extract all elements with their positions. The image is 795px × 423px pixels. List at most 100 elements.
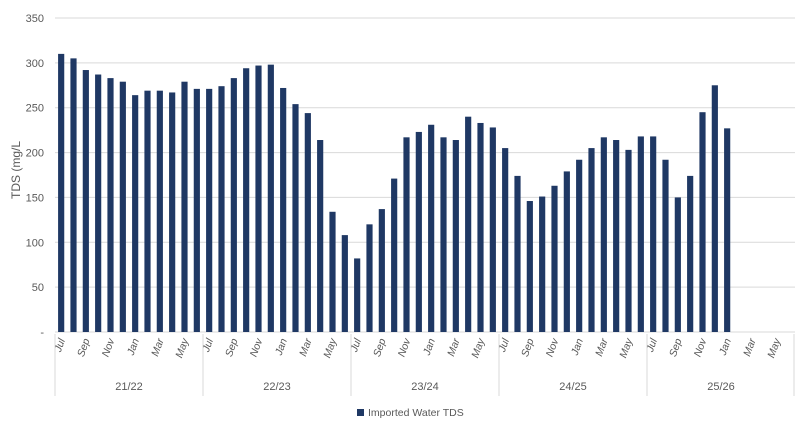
x-tick-label: Jan xyxy=(125,337,142,358)
bar[interactable] xyxy=(711,85,718,333)
y-tick-label: 50 xyxy=(32,282,44,294)
x-tick-label: Jul xyxy=(200,336,216,354)
x-tick-label: Nov xyxy=(396,336,414,358)
x-tick-label: Nov xyxy=(100,336,118,358)
bar[interactable] xyxy=(280,87,287,332)
x-tick-label: Jan xyxy=(569,337,586,358)
bar[interactable] xyxy=(687,175,694,332)
x-tick-label: May xyxy=(321,336,339,359)
bar[interactable] xyxy=(613,140,620,332)
bar[interactable] xyxy=(354,258,361,332)
x-tick-label: Sep xyxy=(667,337,685,359)
bar[interactable] xyxy=(267,64,274,332)
bar[interactable] xyxy=(95,74,102,333)
bar[interactable] xyxy=(650,136,657,332)
y-axis-ticks: - 50 100 150 200 250 300 350 xyxy=(26,13,45,339)
x-tick-label: Jan xyxy=(717,337,734,358)
x-tick-label: Jul xyxy=(348,336,364,354)
bar[interactable] xyxy=(514,175,521,332)
bar[interactable] xyxy=(403,137,410,332)
x-tick-label: Mar xyxy=(593,336,611,358)
group-label: 22/23 xyxy=(263,381,291,393)
bar[interactable] xyxy=(724,128,731,332)
bar[interactable] xyxy=(662,159,669,332)
x-tick-label: May xyxy=(765,336,783,359)
bar[interactable] xyxy=(551,185,558,332)
bar[interactable] xyxy=(317,140,324,332)
bar[interactable] xyxy=(502,148,509,332)
y-tick-label: 300 xyxy=(26,58,44,70)
x-tick-label: Sep xyxy=(519,337,537,359)
gridlines xyxy=(55,17,795,333)
bar[interactable] xyxy=(452,140,459,332)
group-label: 25/26 xyxy=(707,381,735,393)
bar[interactable] xyxy=(58,53,65,333)
bar[interactable] xyxy=(119,81,126,332)
bar[interactable] xyxy=(366,224,373,332)
bar[interactable] xyxy=(637,136,644,332)
x-tick-label: Mar xyxy=(445,336,463,358)
x-tick-label: Jul xyxy=(52,336,68,354)
y-tick-label: 150 xyxy=(26,192,44,204)
legend-label: Imported Water TDS xyxy=(368,407,464,419)
x-tick-label: Jul xyxy=(496,336,512,354)
y-axis-title: TDS (mg/L xyxy=(9,141,23,199)
group-label: 23/24 xyxy=(411,381,439,393)
y-tick-label: 250 xyxy=(26,103,44,115)
group-label: 21/22 xyxy=(115,381,143,393)
bar[interactable] xyxy=(156,90,163,332)
bar[interactable] xyxy=(206,88,213,332)
x-tick-label: Sep xyxy=(223,337,241,359)
bar[interactable] xyxy=(625,149,632,332)
bar[interactable] xyxy=(378,209,385,332)
bar[interactable] xyxy=(391,178,398,332)
x-tick-label: Sep xyxy=(75,337,93,359)
bar[interactable] xyxy=(539,196,546,332)
x-tick-label: Nov xyxy=(544,336,562,358)
bar[interactable] xyxy=(600,137,607,332)
bar[interactable] xyxy=(588,148,595,332)
bar[interactable] xyxy=(526,201,533,332)
bar[interactable] xyxy=(341,235,348,332)
x-tick-label: Jan xyxy=(421,337,438,358)
bar[interactable] xyxy=(292,104,299,332)
x-tick-label: Jan xyxy=(273,337,290,358)
x-axis: Jul Sep Nov Jan Mar May Jul Sep Nov Jan Mar May Jul S… xyxy=(52,334,795,396)
bar[interactable] xyxy=(144,90,151,332)
x-tick-label: Nov xyxy=(248,336,266,358)
x-tick-label: May xyxy=(469,336,487,359)
x-tick-label: Sep xyxy=(371,337,389,359)
bar[interactable] xyxy=(563,171,570,332)
bar[interactable] xyxy=(181,81,188,332)
bar[interactable] xyxy=(674,197,681,332)
bar[interactable] xyxy=(255,65,262,332)
x-tick-label: May xyxy=(617,336,635,359)
y-tick-label: 100 xyxy=(26,237,44,249)
bar[interactable] xyxy=(193,88,200,332)
x-tick-label: Nov xyxy=(692,336,710,358)
bar[interactable] xyxy=(218,86,225,332)
x-tick-label: Jul xyxy=(644,336,660,354)
legend-swatch xyxy=(357,409,364,416)
bar[interactable] xyxy=(132,95,139,332)
bar[interactable] xyxy=(440,137,447,332)
bar[interactable] xyxy=(230,78,237,332)
bar[interactable] xyxy=(304,113,311,333)
bar[interactable] xyxy=(107,78,114,332)
bar[interactable] xyxy=(489,127,496,332)
bar[interactable] xyxy=(415,131,422,332)
bar[interactable] xyxy=(576,159,583,332)
bar[interactable] xyxy=(477,122,484,332)
bar[interactable] xyxy=(699,112,706,332)
bar[interactable] xyxy=(428,124,435,332)
bar[interactable] xyxy=(70,58,77,332)
bar-series xyxy=(58,53,731,333)
x-tick-label: Mar xyxy=(297,336,315,358)
bar[interactable] xyxy=(329,211,336,332)
bar[interactable] xyxy=(465,116,472,332)
bar[interactable] xyxy=(82,70,89,332)
legend[interactable]: Imported Water TDS xyxy=(357,407,464,419)
bar[interactable] xyxy=(243,68,250,333)
bar[interactable] xyxy=(169,92,176,332)
